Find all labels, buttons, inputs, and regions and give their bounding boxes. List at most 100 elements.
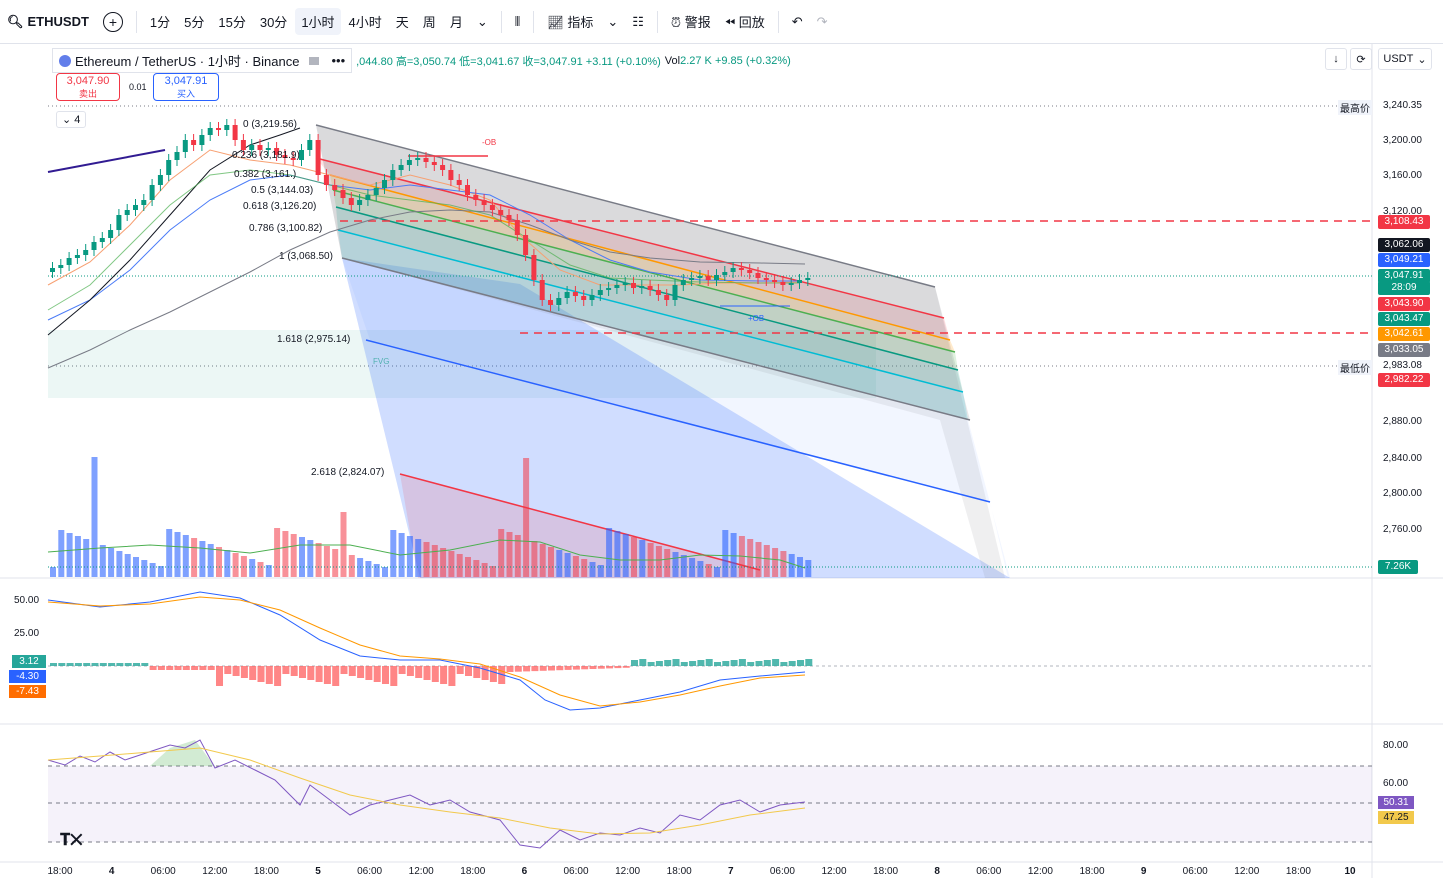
macd-bar [133, 663, 140, 666]
candle [274, 148, 280, 155]
macd-bar [689, 661, 697, 666]
candle [772, 280, 778, 282]
interval-tab-7[interactable]: 周 [422, 15, 436, 30]
candle [282, 155, 288, 158]
volume-bar [440, 548, 447, 577]
candle [747, 270, 753, 273]
time-tick: 18:00 [460, 866, 486, 877]
volume-bar [116, 551, 123, 577]
candle [398, 165, 404, 170]
interval-tab-8[interactable]: 月 [449, 15, 463, 30]
replay-button[interactable]: ⏪︎ 回放 [719, 8, 771, 35]
interval-tab-4[interactable]: 1小时 [295, 8, 341, 35]
candle [406, 160, 412, 165]
templates-button[interactable]: ☷ [626, 10, 650, 34]
volume-bar [166, 529, 173, 577]
volume-bar [323, 546, 330, 577]
candle [431, 162, 437, 165]
macd-bar [423, 666, 431, 680]
fib-line-1618[interactable] [365, 339, 991, 503]
top-toolbar: 🔍︎ ETHUSDT + 1分 5分 15分 30分 1小时 4小时天周月 ⌄ ⫴ 📈︎ … [0, 0, 1443, 44]
volume-bar [498, 529, 505, 577]
fib-line-0618[interactable] [335, 206, 959, 371]
redo-button[interactable]: ↷ [811, 10, 834, 34]
macd-bar [697, 660, 705, 666]
fib-line-0786[interactable] [337, 229, 964, 393]
indicators-chevron[interactable]: ⌄ [607, 13, 619, 29]
currency-select[interactable]: USDT ⌄ [1378, 48, 1432, 70]
divider [135, 10, 137, 33]
ohlc-values: ,044.80 高=3,050.74 低=3,041.67 收=3,047.91… [356, 55, 661, 68]
macd-bar [332, 666, 340, 686]
macd-histogram[interactable] [50, 659, 813, 686]
download-button[interactable]: ↓ [1325, 48, 1347, 70]
volume-bar [514, 535, 521, 577]
volume-bar [290, 534, 297, 577]
symbol-search[interactable]: 🔍︎ ETHUSDT [1, 10, 95, 34]
chevron-down-icon: ⌄ [1417, 53, 1427, 66]
interval-tab-6[interactable]: 天 [395, 15, 409, 30]
interval-dropdown-chevron[interactable]: ⌄ [476, 13, 488, 29]
candle [556, 298, 562, 305]
macd-bar [581, 666, 589, 670]
rsi-band [48, 766, 1372, 842]
interval-tab-5[interactable]: 4小时 [348, 15, 382, 30]
eye-icon[interactable] [309, 56, 320, 65]
fib-label-0236: 0.236 (3,181.9) [232, 150, 300, 161]
buy-button[interactable]: 3,047.91 买入 [153, 73, 219, 101]
candle [481, 200, 487, 205]
macd-bar [124, 663, 132, 666]
symbol-title[interactable]: Ethereum / TetherUS · 1小时 · Binance ••• [52, 48, 353, 73]
interval-tab-3[interactable]: 30分 [259, 15, 288, 30]
fvg-zone[interactable] [48, 330, 876, 398]
volume-bar [124, 554, 131, 577]
macd-bar [340, 666, 348, 674]
interval-tab-2[interactable]: 15分 [218, 15, 246, 30]
fib-line-1[interactable] [341, 257, 971, 421]
price-chart[interactable] [0, 44, 1443, 878]
macd-bar [539, 666, 547, 671]
price-tag: 28:09 [1378, 281, 1430, 295]
candle [174, 152, 180, 160]
volume-bar [581, 559, 588, 577]
fib-line-0[interactable] [315, 124, 936, 288]
fib-label-1: 1 (3,068.50) [279, 251, 333, 262]
plus-icon: + [102, 11, 123, 32]
candle [257, 145, 263, 150]
trend-line[interactable] [47, 149, 166, 173]
undo-button[interactable]: ↶ [786, 10, 809, 34]
macd-bar [166, 666, 174, 670]
tradingview-logo[interactable]: 𝐓✕ [60, 832, 83, 849]
collapse-indicators-button[interactable]: ⌄ 4 [56, 111, 87, 128]
fib-line-0236[interactable] [315, 157, 945, 319]
volume-bar [373, 564, 380, 577]
volume-bar [614, 531, 621, 577]
volume-bar [265, 565, 272, 577]
volume-label: Vol [664, 54, 681, 67]
sell-button[interactable]: 3,047.90 卖出 [56, 73, 120, 101]
symbol-label: ETHUSDT [27, 14, 89, 29]
chart-type-button[interactable]: ⫴ [509, 10, 526, 34]
interval-tab-0[interactable]: 1分 [149, 15, 171, 30]
fib-line-2618[interactable] [399, 473, 761, 571]
candle [299, 150, 304, 160]
alert-button[interactable]: ⏰︎ 警报 [665, 8, 717, 35]
settings-toggle-button[interactable]: ⟳ [1350, 48, 1372, 70]
divider [533, 10, 535, 33]
more-icon[interactable]: ••• [331, 53, 346, 68]
compare-button[interactable]: + [97, 8, 129, 36]
fib-label-0786: 0.786 (3,100.82) [249, 223, 323, 234]
fib-line-05[interactable] [332, 189, 956, 353]
macd-bar [390, 666, 398, 686]
volume-bar [722, 530, 729, 577]
fib-extension-zone[interactable] [342, 258, 1010, 578]
fib-channel[interactable] [316, 125, 970, 420]
interval-tab-1[interactable]: 5分 [184, 15, 205, 30]
candle [755, 273, 761, 278]
indicators-button[interactable]: 📈︎ 指标 [541, 8, 599, 35]
macd-bar [207, 666, 215, 670]
macd-bar [290, 666, 298, 676]
candle [74, 255, 80, 258]
macd-bar [191, 666, 199, 670]
candlestick-series[interactable] [50, 119, 811, 311]
